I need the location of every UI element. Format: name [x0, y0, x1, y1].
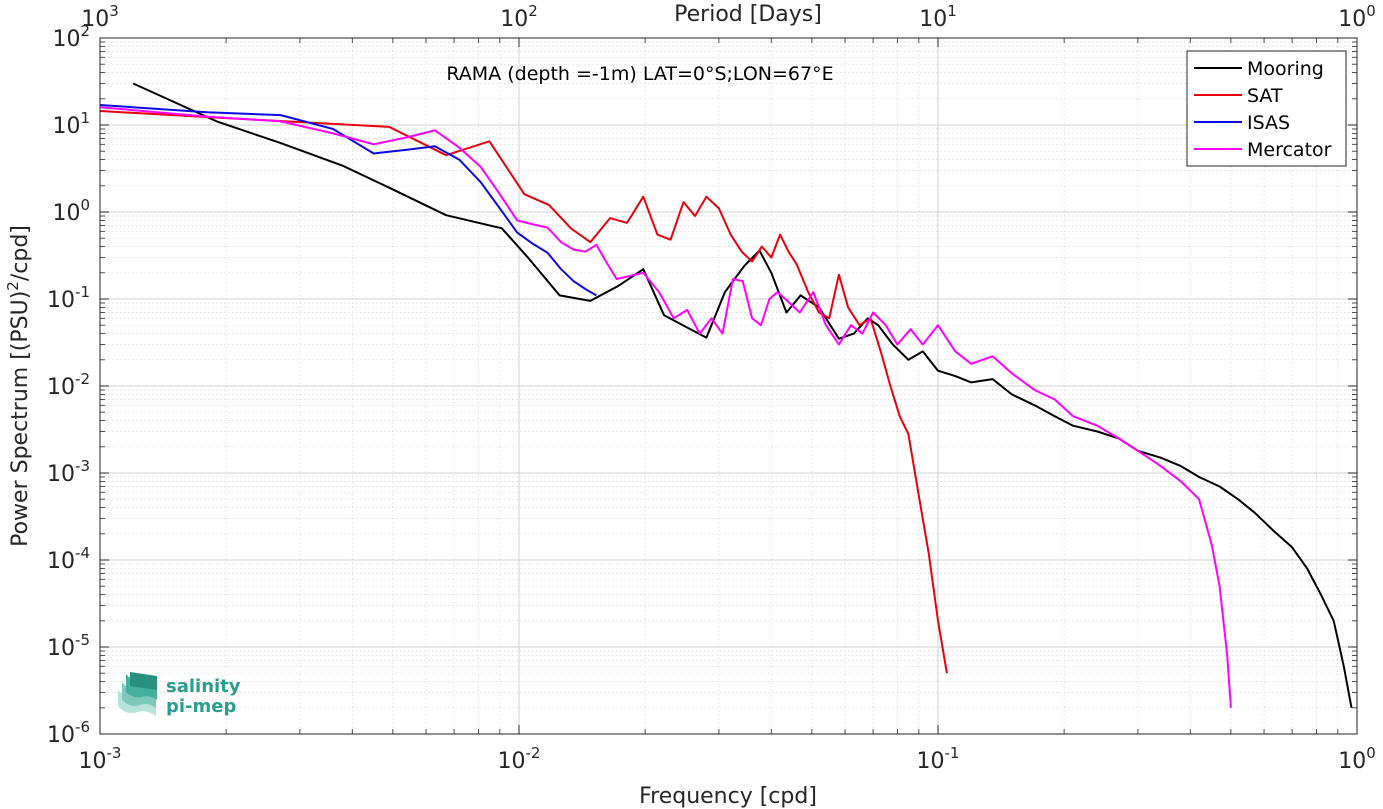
series-line-sat: [99, 110, 948, 674]
logo-waves-icon: [118, 672, 157, 716]
y-axis-label-main: Power Spectrum [(PSU): [8, 291, 33, 547]
x-tick-label-base: 10: [1338, 749, 1366, 774]
y-tick-label-exp: 2: [80, 22, 90, 40]
top-x-tick-label-base: 10: [81, 7, 109, 32]
y-tick-label-base: 10: [47, 723, 75, 748]
top-x-tick-label-exp: 2: [528, 2, 538, 20]
y-axis-label-sup: 2: [4, 281, 22, 291]
y-axis-label: Power Spectrum [(PSU)2/cpd]: [4, 225, 33, 547]
x-tick-label-exp: -3: [107, 744, 122, 762]
top-x-tick-label: 100: [1338, 2, 1376, 32]
y-tick-label-base: 10: [47, 462, 75, 487]
x-tick-label: 10-3: [79, 744, 122, 774]
top-x-tick-label: 102: [500, 2, 538, 32]
y-tick-label-exp: -6: [75, 718, 90, 736]
x-axis-label: Frequency [cpd]: [639, 784, 817, 809]
x-tick-label-base: 10: [79, 749, 107, 774]
top-x-tick-label-exp: 0: [1366, 2, 1376, 20]
x-tick-label-base: 10: [498, 749, 526, 774]
y-tick-label-base: 10: [52, 27, 80, 52]
y-tick-label: 100: [52, 196, 90, 226]
series-layer: [99, 82, 1353, 708]
x-tick-label: 10-2: [498, 744, 541, 774]
y-tick-label: 101: [52, 109, 90, 139]
top-x-tick-label-exp: 3: [109, 2, 119, 20]
series-line-mooring: [132, 82, 1353, 708]
x-tick-label: 10-1: [917, 744, 960, 774]
x-tick-labels: 10-3 10-2 10-1 100: [79, 744, 1376, 774]
y-tick-label-exp: -3: [75, 457, 90, 475]
legend-box: [1186, 50, 1347, 167]
legend-label-isas: ISAS: [1247, 112, 1290, 134]
y-tick-label: 10-4: [47, 544, 90, 574]
y-tick-label-exp: -2: [75, 370, 90, 388]
legend-label-mooring: Mooring: [1247, 58, 1324, 80]
top-x-tick-label-exp: 1: [947, 2, 957, 20]
series-line-mercator: [99, 106, 1232, 708]
top-x-tick-label-base: 10: [500, 7, 528, 32]
top-x-tick-label: 101: [919, 2, 957, 32]
top-x-tick-labels: 103 102 101 100: [81, 2, 1376, 32]
x-tick-label: 100: [1338, 744, 1376, 774]
tick-marks: [99, 37, 1358, 735]
y-tick-label-exp: -1: [75, 283, 90, 301]
y-tick-label-base: 10: [47, 288, 75, 313]
x-tick-label-exp: 0: [1366, 744, 1376, 762]
series-line-isas: [99, 104, 597, 297]
top-x-axis-label: Period [Days]: [674, 2, 822, 27]
y-tick-label: 10-1: [47, 283, 90, 313]
y-tick-label: 10-3: [47, 457, 90, 487]
legend-label-sat: SAT: [1247, 85, 1283, 107]
y-tick-label-exp: -4: [75, 544, 90, 562]
top-x-tick-label-base: 10: [919, 7, 947, 32]
y-tick-label-exp: 1: [80, 109, 90, 127]
top-x-tick-label: 103: [81, 2, 119, 32]
y-tick-label-base: 10: [47, 636, 75, 661]
chart-annotation: RAMA (depth =-1m) LAT=0°S;LON=67°E: [446, 63, 833, 85]
y-tick-label: 102: [52, 22, 90, 52]
y-tick-label-base: 10: [52, 114, 80, 139]
x-tick-label-base: 10: [917, 749, 945, 774]
y-tick-label-base: 10: [52, 201, 80, 226]
top-x-tick-label-base: 10: [1338, 7, 1366, 32]
x-tick-label-exp: -2: [526, 744, 541, 762]
legend-label-mercator: Mercator: [1247, 139, 1332, 161]
x-tick-label-exp: -1: [945, 744, 960, 762]
logo-text-line1: salinity: [166, 676, 241, 697]
y-tick-label-exp: -5: [75, 631, 90, 649]
y-axis-label-tail: /cpd]: [8, 225, 33, 281]
y-tick-label: 10-6: [47, 718, 90, 748]
y-tick-label: 10-2: [47, 370, 90, 400]
y-tick-label-base: 10: [47, 375, 75, 400]
logo: salinity pi-mep: [118, 672, 241, 717]
y-tick-label: 10-5: [47, 631, 90, 661]
y-tick-label-base: 10: [47, 549, 75, 574]
legend: Mooring SAT ISAS Mercator: [1186, 50, 1347, 167]
logo-text-line2: pi-mep: [166, 696, 236, 717]
y-tick-label-exp: 0: [80, 196, 90, 214]
